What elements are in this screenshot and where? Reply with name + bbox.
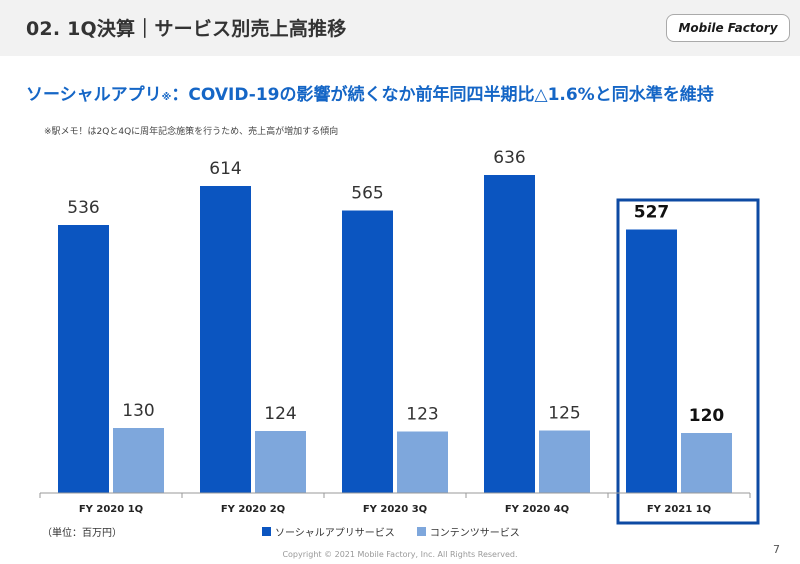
page-title: 02. 1Q決算｜サービス別売上高推移 — [26, 18, 347, 40]
legend-label-social: ソーシャルアプリサービス — [275, 528, 395, 539]
bar-social-3 — [484, 175, 535, 493]
data-label-content-3: 125 — [548, 404, 580, 424]
unit-label: （単位：百万円） — [42, 528, 122, 539]
footnote: ※駅メモ！は2Qと4Qに周年記念施策を行うため、売上高が増加する傾向 — [44, 127, 339, 137]
data-label-social-1: 614 — [209, 159, 241, 179]
legend-swatch-content — [416, 527, 426, 536]
data-label-social-3: 636 — [493, 148, 525, 168]
data-label-content-4: 120 — [689, 406, 725, 426]
legend-item-content: コンテンツサービス — [416, 524, 520, 539]
copyright: Copyright © 2021 Mobile Factory, Inc. Al… — [282, 550, 518, 559]
data-label-content-1: 124 — [264, 404, 296, 424]
company-logo: Mobile Factory — [666, 14, 790, 42]
page-number: 7 — [773, 543, 780, 556]
legend-swatch-social — [262, 527, 271, 536]
bar-content-0 — [113, 428, 164, 493]
data-label-content-2: 123 — [406, 405, 438, 425]
x-tick-label-1: FY 2020 2Q — [221, 504, 285, 515]
bar-content-3 — [539, 430, 590, 493]
logo-text: Mobile Factory — [678, 21, 778, 35]
bar-content-4 — [681, 433, 732, 493]
legend-label-content: コンテンツサービス — [429, 528, 520, 539]
data-label-social-0: 536 — [67, 198, 99, 218]
data-label-social-2: 565 — [351, 184, 383, 204]
x-tick-label-3: FY 2020 4Q — [505, 504, 569, 515]
legend: ソーシャルアプリサービス コンテンツサービス — [262, 524, 542, 539]
headline-text-rest: ：COVID-19の影響が続くなか前年同四半期比△1.6%と同水準を維持 — [171, 85, 714, 105]
data-label-content-0: 130 — [122, 401, 154, 421]
x-tick-label-2: FY 2020 3Q — [363, 504, 427, 515]
bar-social-2 — [342, 210, 393, 493]
bar-content-2 — [397, 431, 448, 493]
headline-note-mark: ※ — [161, 92, 172, 103]
bar-content-1 — [255, 431, 306, 493]
data-label-social-4: 527 — [634, 203, 670, 223]
legend-item-social: ソーシャルアプリサービス — [262, 524, 395, 539]
x-tick-label-0: FY 2020 1Q — [79, 504, 143, 515]
bar-social-1 — [200, 186, 251, 493]
x-tick-label-4: FY 2021 1Q — [647, 504, 711, 515]
bar-social-4 — [626, 229, 677, 493]
highlight-box — [616, 198, 760, 525]
headline: ソーシャルアプリ※：COVID-19の影響が続くなか前年同四半期比△1.6%と同… — [26, 80, 714, 105]
bar-social-0 — [58, 225, 109, 493]
headline-text: ソーシャルアプリ — [26, 85, 162, 105]
